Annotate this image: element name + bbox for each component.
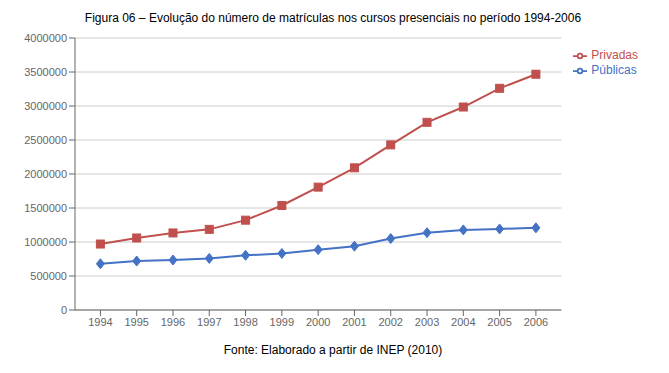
svg-text:2500000: 2500000 [24,134,67,146]
svg-text:3500000: 3500000 [24,66,67,78]
svg-text:2000000: 2000000 [24,168,67,180]
svg-text:2001: 2001 [342,316,366,328]
svg-text:4000000: 4000000 [24,32,67,44]
svg-text:1995: 1995 [124,316,148,328]
svg-text:1997: 1997 [197,316,221,328]
html-text:Públicas: Públicas [591,62,637,77]
svg-text:500000: 500000 [30,270,67,282]
svg-text:3000000: 3000000 [24,100,67,112]
svg-text:2004: 2004 [451,316,475,328]
svg-text:1996: 1996 [161,316,185,328]
svg-text:1999: 1999 [270,316,294,328]
svg-text:2003: 2003 [415,316,439,328]
svg-text:1994: 1994 [88,316,112,328]
svg-text:0: 0 [61,304,67,316]
svg-text:2005: 2005 [487,316,511,328]
html-text:Fonte: Elaborado a partir de I: Fonte: Elaborado a partir de INEP (2010) [223,343,443,357]
html-text:Privadas: Privadas [591,48,638,62]
html-text:Figura 06 – Evolução do número: Figura 06 – Evolução do número de matríc… [84,11,582,25]
svg-text:2006: 2006 [524,316,548,328]
svg-text:1000000: 1000000 [24,236,67,248]
svg-text:2002: 2002 [378,316,402,328]
svg-text:1998: 1998 [233,316,257,328]
svg-text:1500000: 1500000 [24,202,67,214]
svg-text:2000: 2000 [306,316,330,328]
